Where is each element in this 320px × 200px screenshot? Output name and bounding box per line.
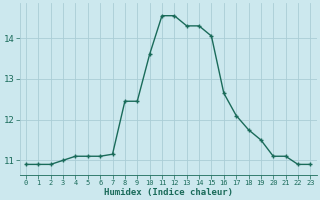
X-axis label: Humidex (Indice chaleur): Humidex (Indice chaleur) (104, 188, 233, 197)
